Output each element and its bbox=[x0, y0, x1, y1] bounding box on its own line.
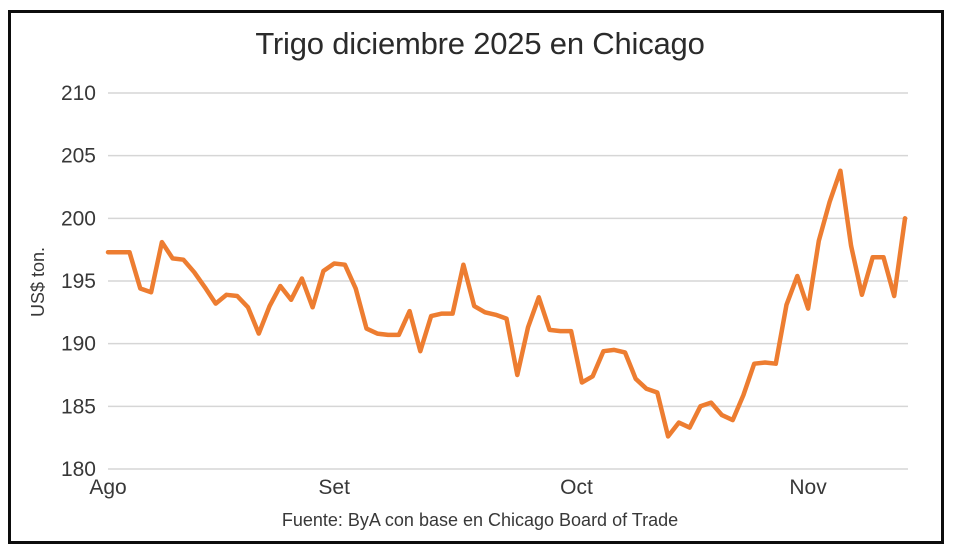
x-tick-label: Oct bbox=[560, 476, 593, 499]
y-tick-label: 210 bbox=[61, 82, 96, 105]
source-caption: Fuente: ByA con base en Chicago Board of… bbox=[281, 510, 679, 530]
chart-title: Trigo diciembre 2025 en Chicago bbox=[255, 26, 705, 61]
y-tick-label: 180 bbox=[61, 458, 96, 481]
chart-border-frame bbox=[8, 10, 944, 544]
y-tick-label: 205 bbox=[61, 145, 96, 168]
x-tick-label: Ago bbox=[89, 476, 126, 499]
x-tick-label: Set bbox=[318, 476, 350, 499]
y-tick-label: 200 bbox=[61, 207, 96, 230]
y-tick-label: 190 bbox=[61, 333, 96, 356]
y-tick-label: 195 bbox=[61, 270, 96, 293]
price-line bbox=[105, 168, 908, 439]
y-tick-label: 185 bbox=[61, 395, 96, 418]
x-tick-label: Nov bbox=[789, 476, 827, 499]
